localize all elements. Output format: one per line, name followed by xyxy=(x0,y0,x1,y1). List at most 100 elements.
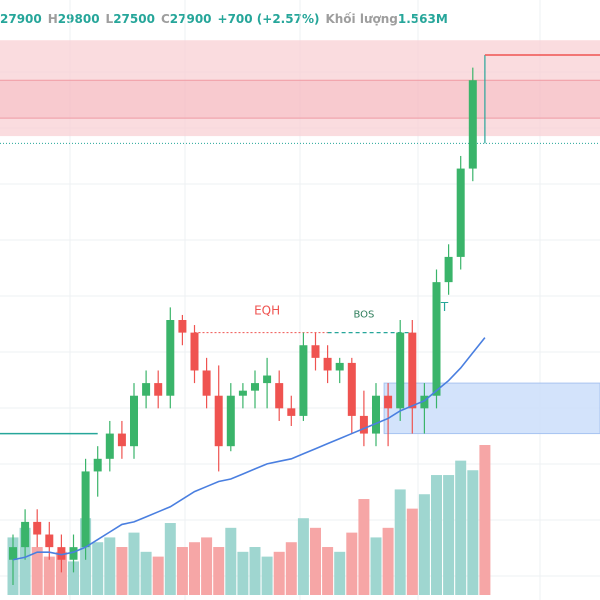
volume-bar xyxy=(201,537,213,595)
candle xyxy=(263,357,272,409)
candle-body xyxy=(45,534,54,548)
candle-body xyxy=(384,395,393,409)
volume-bar xyxy=(68,561,79,595)
volume-bar xyxy=(273,551,285,595)
candle-body xyxy=(372,395,380,434)
annotations: EQH BOS T xyxy=(254,300,449,321)
close-label: C xyxy=(160,12,170,26)
low-value: 27500 xyxy=(113,12,155,26)
ma-line xyxy=(12,337,486,561)
candle xyxy=(384,383,393,447)
candle xyxy=(287,395,296,426)
candle-body xyxy=(323,357,332,371)
volume-bar xyxy=(225,527,237,595)
candle xyxy=(166,307,175,409)
candle-body xyxy=(130,395,138,447)
candle xyxy=(202,357,211,409)
candle xyxy=(359,390,368,447)
volume-bar xyxy=(19,527,31,595)
volume-bar xyxy=(189,542,200,595)
candle-body xyxy=(287,408,296,416)
candle xyxy=(323,345,332,384)
volume-bars xyxy=(7,445,491,595)
bos-label: BOS xyxy=(353,310,374,321)
volume-bar xyxy=(370,537,382,595)
candle-body xyxy=(69,547,78,560)
volume-bar xyxy=(237,551,249,595)
candle xyxy=(130,383,138,459)
ohlc-header: 27900 H 29800 L 27500 C 27900 +700 (+2.5… xyxy=(0,8,454,30)
volume-bar xyxy=(467,470,479,595)
candle-body xyxy=(9,547,17,560)
candle xyxy=(93,446,102,497)
candle xyxy=(408,320,417,434)
candle-body xyxy=(420,395,429,409)
candle xyxy=(372,383,380,447)
candle xyxy=(311,332,320,371)
high-value: 29800 xyxy=(57,12,100,26)
candle xyxy=(432,269,441,409)
candle-body xyxy=(347,362,356,416)
volume-bar xyxy=(382,527,394,595)
supply-zone xyxy=(0,40,600,137)
candle xyxy=(190,325,199,384)
candle-body xyxy=(202,370,211,396)
candle-body xyxy=(117,433,126,447)
volume-bar xyxy=(164,523,176,595)
candle xyxy=(142,370,151,409)
marker-label: T xyxy=(440,300,449,314)
candle xyxy=(468,67,477,182)
candle-body xyxy=(238,390,247,396)
candle xyxy=(347,357,356,434)
volume-bar xyxy=(152,556,164,595)
candle-body xyxy=(359,415,368,434)
candle xyxy=(178,314,187,346)
candle xyxy=(420,383,429,434)
candle-body xyxy=(468,80,477,169)
volume-bar xyxy=(443,475,455,595)
volume-value: 1.563M xyxy=(397,12,448,26)
candle-body xyxy=(251,383,259,391)
volume-bar xyxy=(455,460,467,595)
volume-bar xyxy=(418,494,430,595)
candle xyxy=(154,370,163,409)
candle-body xyxy=(57,547,66,560)
volume-bar xyxy=(479,445,491,595)
volume-bar xyxy=(310,527,321,595)
candle-body xyxy=(432,282,441,396)
high-label: H xyxy=(47,12,58,26)
candles xyxy=(9,54,600,585)
candle-body xyxy=(105,433,114,459)
candle xyxy=(33,509,42,548)
candle xyxy=(45,521,54,560)
candle-body xyxy=(456,168,465,257)
volume-bar xyxy=(394,489,406,595)
volume-bar xyxy=(116,547,128,595)
volume-bar xyxy=(140,551,152,595)
eqh-label: EQH xyxy=(254,304,280,318)
candle xyxy=(299,332,308,421)
candle xyxy=(81,458,90,560)
candle-body xyxy=(444,256,453,283)
candle-body xyxy=(21,521,30,548)
volume-bar xyxy=(406,508,418,595)
candle xyxy=(57,534,66,573)
candle-body xyxy=(396,332,405,409)
volume-bar xyxy=(104,537,116,595)
volume-bar xyxy=(261,556,273,595)
zones xyxy=(0,40,600,435)
volume-bar xyxy=(213,547,225,595)
candle-body xyxy=(190,332,199,371)
volume-bar xyxy=(55,551,67,595)
candle xyxy=(275,370,284,421)
volume-bar xyxy=(358,499,370,595)
open-value: 27900 xyxy=(0,12,42,26)
candle xyxy=(251,370,259,409)
moving-average xyxy=(12,337,486,561)
volume-bar xyxy=(285,542,297,595)
candle xyxy=(226,383,235,452)
candle xyxy=(396,320,405,421)
candle xyxy=(238,383,247,409)
candle-body xyxy=(81,471,90,548)
